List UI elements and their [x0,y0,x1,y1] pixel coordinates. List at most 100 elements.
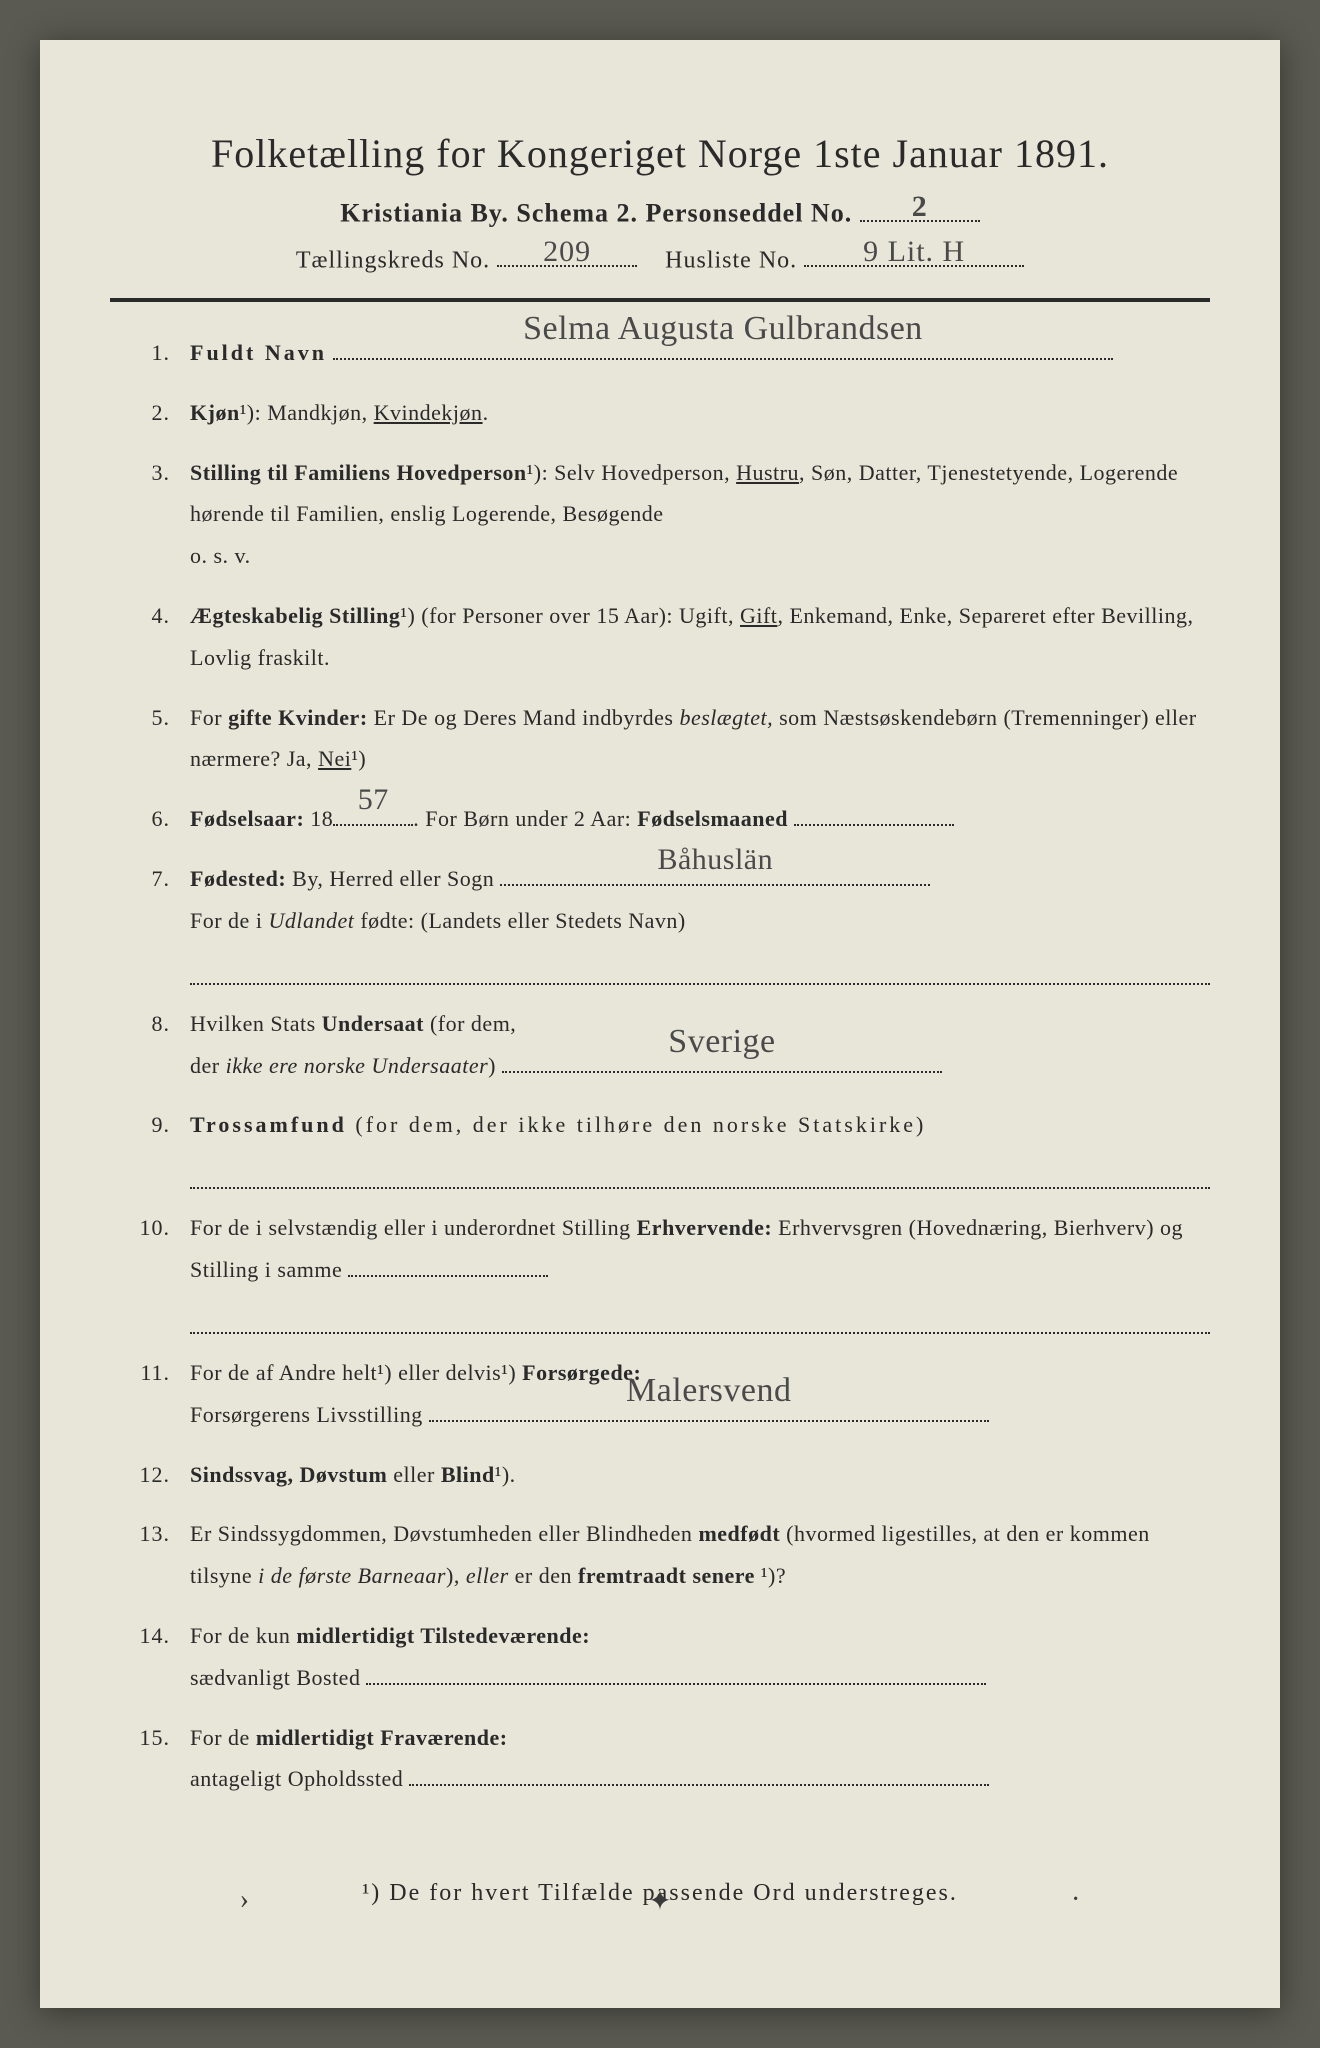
q2-label: Kjøn [190,400,240,425]
personseddel-no-value: 2 [860,190,980,224]
q13-label2: fremtraadt senere [578,1563,755,1588]
q5-label: gifte Kvinder: [228,705,368,730]
q5-it1: beslægtet, [679,705,773,730]
q5-num: 5. [110,697,190,781]
husliste-no-value: 9 Lit. H [804,235,1024,269]
paper-marks: › ✦ · [40,1884,1280,1918]
q4-label: Ægteskabelig Stilling [190,603,400,628]
q9-text: (for dem, der ikke tilhøre den norske St… [347,1112,926,1137]
q4-note: ¹) (for Personer over 15 Aar): Ugift, [400,603,740,628]
q13-it2: eller [466,1563,509,1588]
q8-ta: Hvilken Stats [190,1011,322,1036]
q4-num: 4. [110,595,190,679]
q10-ta: For de i selvstændig eller i underordnet… [190,1215,637,1240]
q13-tail: ¹)? [755,1563,786,1588]
schema-line: Kristiania By. Schema 2. Personseddel No… [340,199,852,228]
q3-underlined: Hustru [736,460,799,485]
mark-icon: ✦ [648,1884,671,1918]
q6-year-value: 57 [333,771,413,828]
page-title: Folketælling for Kongeriget Norge 1ste J… [110,130,1210,177]
census-form-page: Folketælling for Kongeriget Norge 1ste J… [40,40,1280,2008]
q8-label: Undersaat [322,1011,424,1036]
q15: 15. For de midlertidigt Fraværende: anta… [110,1717,1210,1801]
q8-l2a: der [190,1053,226,1078]
q7-num: 7. [110,858,190,985]
q3: 3. Stilling til Familiens Hovedperson¹):… [110,452,1210,577]
q7-l2b: fødte: (Landets eller Stedets Navn) [354,908,685,933]
q5-prefix: For [190,705,228,730]
q15-ta: For de [190,1725,256,1750]
q10-label: Erhvervende: [637,1215,773,1240]
q14-l2: sædvanligt Bosted [190,1665,360,1690]
q2-note: ¹): Mandkjøn, [240,400,374,425]
q4-underlined: Gift [740,603,777,628]
q1-label: Fuldt Navn [190,340,327,365]
q12-label: Sindssvag, Døvstum [190,1462,387,1487]
q2-tail: . [483,400,489,425]
q13-tc: ), [446,1563,466,1588]
husliste-label: Husliste No. [665,247,797,273]
q7-cont-line [190,948,1210,985]
q12-num: 12. [110,1454,190,1496]
q7: 7. Fødested: By, Herred eller Sogn Båhus… [110,858,1210,985]
q12: 12. Sindssvag, Døvstum eller Blind¹). [110,1454,1210,1496]
q2-num: 2. [110,392,190,434]
q5-text: Er De og Deres Mand indbyrdes [368,705,680,730]
q7-l2a: For de i [190,908,268,933]
mark-icon: › [240,1884,249,1918]
q9: 9. Trossamfund (for dem, der ikke tilhør… [110,1104,1210,1189]
q6-label: Fødselsaar: [190,806,304,831]
q12-label2: Blind [441,1462,495,1487]
taellingskreds-label: Tællingskreds No. [296,247,490,273]
q11-l2: Forsørgerens Livsstilling [190,1402,423,1427]
q12-text: eller [387,1462,441,1487]
subheader-line-1: Kristiania By. Schema 2. Personseddel No… [110,191,1210,229]
q9-cont-line [190,1152,1210,1189]
q13-num: 13. [110,1513,190,1597]
q9-label: Trossamfund [190,1112,347,1137]
q8-l2b: ) [488,1053,496,1078]
q10-cont-line [190,1297,1210,1334]
q11-value: Malersvend [429,1359,989,1424]
mark-icon: · [1071,1884,1080,1918]
q7-label: Fødested: [190,866,286,891]
q14-num: 14. [110,1615,190,1699]
q6-num: 6. [110,798,190,840]
q11: 11. For de af Andre helt¹) eller delvis¹… [110,1352,1210,1436]
q10: 10. For de i selvstændig eller i underor… [110,1207,1210,1334]
q13-ta: Er Sindssygdommen, Døvstumheden eller Bl… [190,1521,698,1546]
q8-value: Sverige [502,1010,942,1075]
q15-l2: antageligt Opholdssted [190,1766,403,1791]
q8-num: 8. [110,1003,190,1087]
q13-label: medfødt [698,1521,780,1546]
q7-text: By, Herred eller Sogn [286,866,494,891]
q8: 8. Hvilken Stats Undersaat (for dem, der… [110,1003,1210,1087]
q13-it: i de første Barneaar [258,1563,446,1588]
q1: 1. Fuldt Navn Selma Augusta Gulbrandsen [110,332,1210,374]
q7-value: Båhuslän [500,831,930,888]
q6-year-prefix: 18 [310,806,333,831]
q8-l2it: ikke ere norske Undersaater [226,1053,489,1078]
q3-note: ¹): Selv Hovedperson, [527,460,736,485]
question-list: 1. Fuldt Navn Selma Augusta Gulbrandsen … [110,332,1210,1800]
q14-ta: For de kun [190,1623,296,1648]
subheader-line-2: Tællingskreds No. 209 Husliste No. 9 Lit… [110,239,1210,274]
q4: 4. Ægteskabelig Stilling¹) (for Personer… [110,595,1210,679]
q5-underlined: Nei [318,746,351,771]
q10-num: 10. [110,1207,190,1334]
q15-num: 15. [110,1717,190,1801]
q7-l2it: Udlandet [268,908,354,933]
taellingskreds-no-value: 209 [497,235,637,269]
q5: 5. For gifte Kvinder: Er De og Deres Man… [110,697,1210,781]
q11-num: 11. [110,1352,190,1436]
q15-label: midlertidigt Fraværende: [256,1725,508,1750]
q3-label: Stilling til Familiens Hovedperson [190,460,527,485]
q14-label: midlertidigt Tilstedeværende: [296,1623,590,1648]
q13-td: er den [509,1563,578,1588]
q3-num: 3. [110,452,190,577]
q1-value: Selma Augusta Gulbrandsen [333,297,1113,362]
q9-num: 9. [110,1104,190,1189]
q1-num: 1. [110,332,190,374]
q5-tail: ¹) [351,746,366,771]
q3-etc: o. s. v. [190,535,1210,577]
